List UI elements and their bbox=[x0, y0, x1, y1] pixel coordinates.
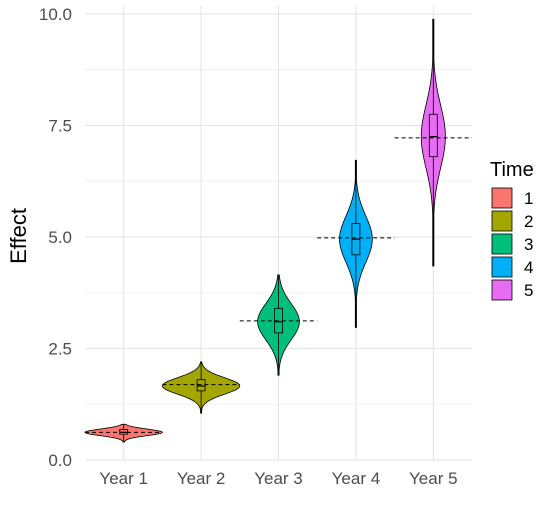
y-axis-ticks: 0.0 2.5 5.0 7.5 10.0 bbox=[39, 5, 72, 470]
x-tick-label: Year 3 bbox=[254, 469, 303, 488]
x-tick-label: Year 1 bbox=[99, 469, 148, 488]
legend-title: Time bbox=[490, 159, 534, 181]
y-tick-label: 5.0 bbox=[48, 228, 72, 247]
y-tick-label: 7.5 bbox=[48, 116, 72, 135]
y-tick-label: 2.5 bbox=[48, 339, 72, 358]
box-5 bbox=[428, 113, 438, 158]
legend-key-3 bbox=[491, 233, 513, 255]
x-tick-label: Year 4 bbox=[332, 469, 381, 488]
legend-key-4 bbox=[491, 256, 513, 278]
y-tick-label: 0.0 bbox=[48, 451, 72, 470]
legend-label-5: 5 bbox=[524, 281, 533, 300]
x-tick-label: Year 2 bbox=[177, 469, 226, 488]
legend: Time 1 2 3 4 5 bbox=[490, 159, 534, 301]
x-tick-label: Year 5 bbox=[409, 469, 458, 488]
legend-label-4: 4 bbox=[524, 258, 533, 277]
legend-label-3: 3 bbox=[524, 235, 533, 254]
violins bbox=[84, 18, 446, 443]
major-gridlines bbox=[85, 5, 472, 461]
legend-key-1 bbox=[491, 187, 513, 209]
box-2 bbox=[196, 379, 206, 392]
y-tick-label: 10.0 bbox=[39, 5, 72, 24]
legend-key-2 bbox=[491, 210, 513, 232]
reference-lines bbox=[85, 137, 472, 433]
legend-label-1: 1 bbox=[524, 189, 533, 208]
legend-label-2: 2 bbox=[524, 212, 533, 231]
legend-key-5 bbox=[491, 279, 513, 301]
y-axis-title: Effect bbox=[6, 208, 31, 264]
x-axis-ticks: Year 1 Year 2 Year 3 Year 4 Year 5 bbox=[99, 469, 457, 488]
